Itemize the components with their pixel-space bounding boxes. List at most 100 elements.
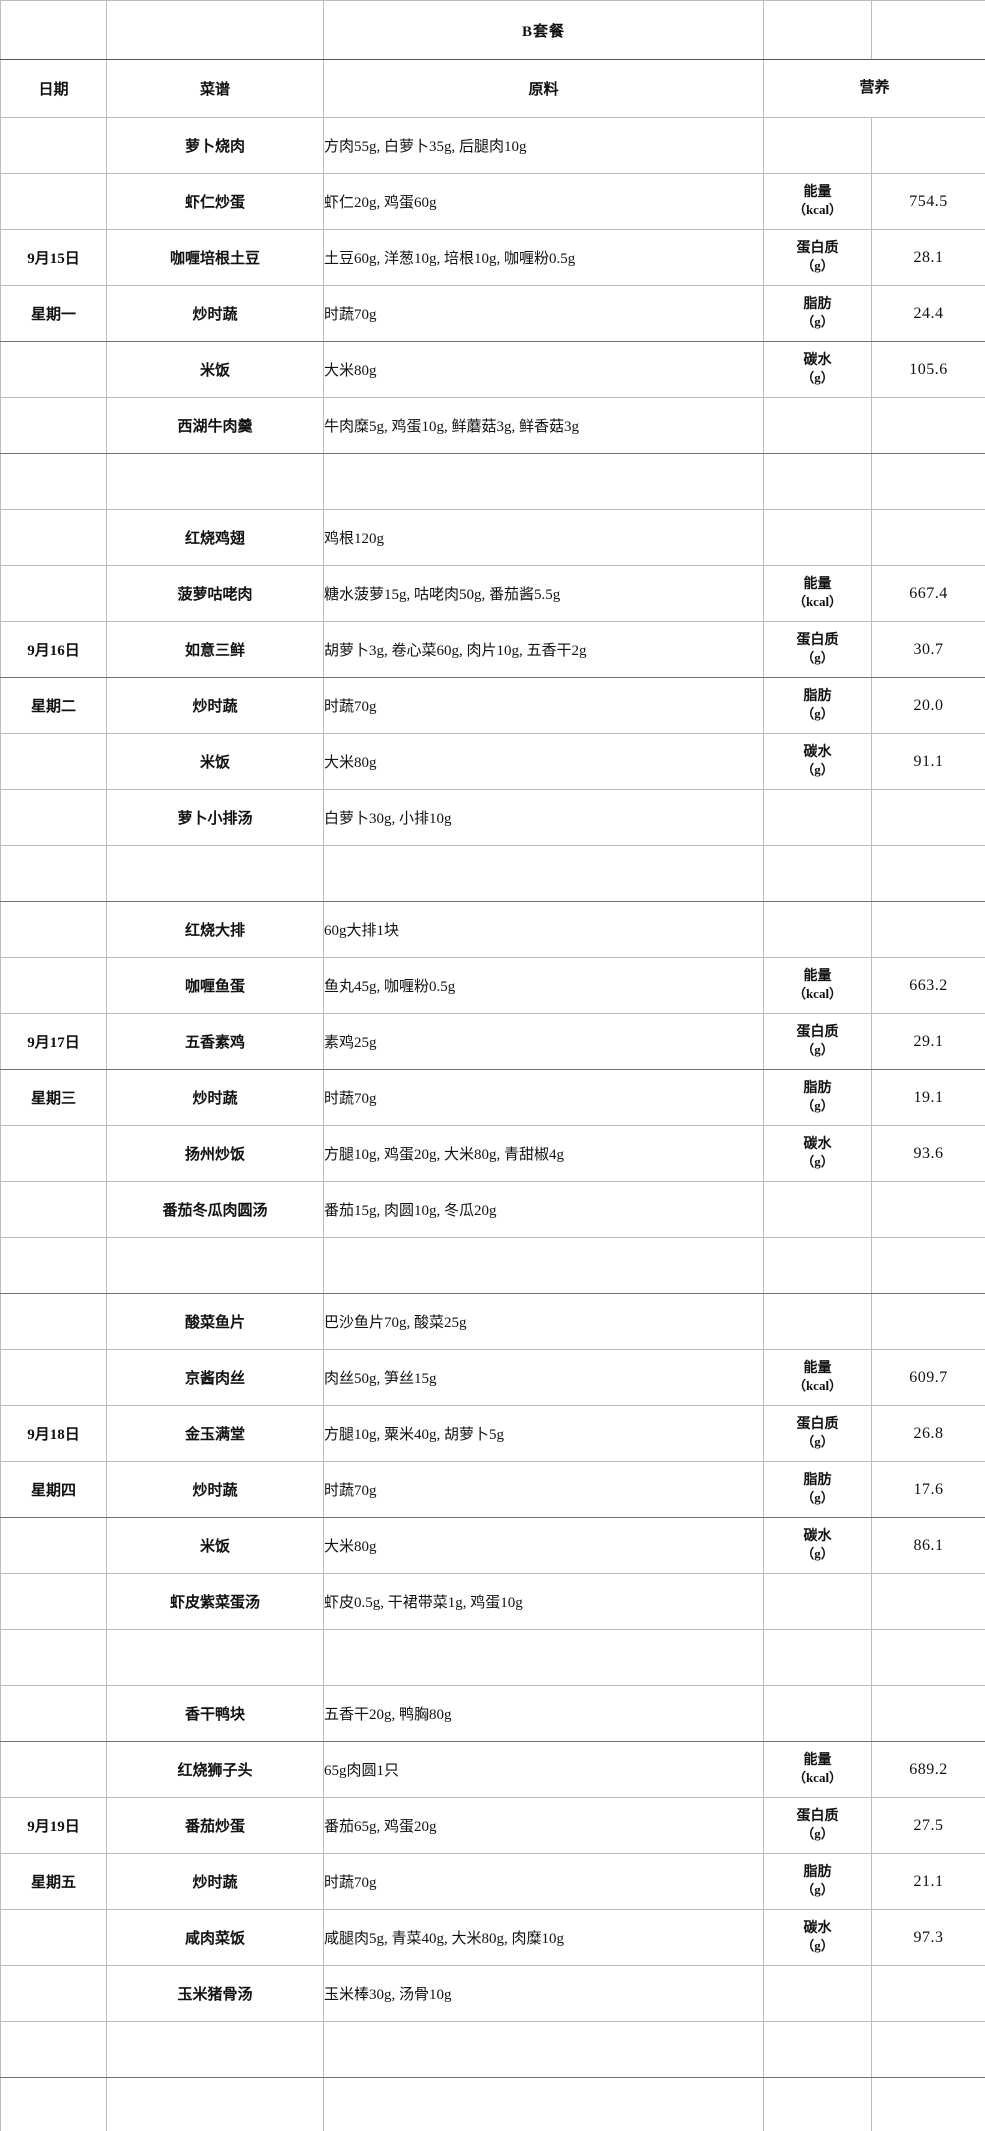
- nutrient-name: 蛋白质: [796, 1808, 839, 1824]
- nutrient-label-cell: 蛋白质 （g）: [763, 621, 872, 678]
- title-row: B套餐: [0, 0, 985, 60]
- date-cell-empty: [0, 957, 107, 1014]
- nutrition-value-cell-empty: [871, 1965, 985, 2022]
- ingredients-cell: 60g大排1块: [323, 901, 764, 958]
- nutrient-unit: （kcal）: [792, 202, 843, 218]
- title-empty-date-cell: [0, 0, 107, 60]
- title-empty-menu-cell: [106, 0, 324, 60]
- date-cell-empty: [0, 1685, 107, 1742]
- ingredients-cell: 时蔬70g: [323, 1853, 764, 1910]
- nutrient-unit: （g）: [801, 1098, 834, 1114]
- nutrient-value-cell: 689.2: [871, 1741, 985, 1798]
- nutrient-name: 能量: [803, 576, 832, 592]
- nutrition-value-cell-empty: [871, 117, 985, 174]
- nutrient-value-cell: 93.6: [871, 1125, 985, 1182]
- nutrient-unit: （g）: [801, 650, 834, 666]
- nutrition-value-cell-empty: [871, 789, 985, 846]
- dish-row: 虾皮紫菜蛋汤 虾皮0.5g, 干裙带菜1g, 鸡蛋10g: [0, 1573, 985, 1630]
- nutrient-name: 能量: [803, 968, 832, 984]
- menu-cell-empty: [106, 845, 324, 902]
- dish-name-cell: 番茄冬瓜肉圆汤: [106, 1181, 324, 1238]
- dish-row: 咸肉菜饭 咸腿肉5g, 青菜40g, 大米80g, 肉糜10g 碳水 （g） 97.3: [0, 1909, 985, 1966]
- nutrient-unit: （g）: [801, 1938, 834, 1954]
- nutrition-label-cell-empty: [763, 2021, 872, 2078]
- nutrient-unit: （kcal）: [792, 1378, 843, 1394]
- dish-row: 米饭 大米80g 碳水 （g） 105.6: [0, 341, 985, 398]
- nutrient-name: 蛋白质: [796, 1416, 839, 1432]
- date-cell-empty: [0, 733, 107, 790]
- nutrient-value-cell: 20.0: [871, 677, 985, 734]
- nutrient-value-cell: 21.1: [871, 1853, 985, 1910]
- dish-name-cell: 金玉满堂: [106, 1405, 324, 1462]
- dish-row: 9月18日 金玉满堂 方腿10g, 粟米40g, 胡萝卜5g 蛋白质 （g） 26.8: [0, 1405, 985, 1462]
- nutrient-value-cell: 663.2: [871, 957, 985, 1014]
- nutrient-value-cell: 24.4: [871, 285, 985, 342]
- weekday-cell: 星期三: [0, 1069, 107, 1126]
- nutrient-name: 碳水: [803, 352, 832, 368]
- dish-row: 西湖牛肉羹 牛肉糜5g, 鸡蛋10g, 鲜蘑菇3g, 鲜香菇3g: [0, 397, 985, 454]
- nutrient-unit: （g）: [801, 370, 834, 386]
- dish-name-cell: 西湖牛肉羹: [106, 397, 324, 454]
- date-cell-empty: [0, 2021, 107, 2078]
- date-cell-empty: [0, 845, 107, 902]
- date-cell-empty: [0, 1909, 107, 1966]
- nutrition-value-cell-empty: [871, 1237, 985, 1294]
- title-empty-nutrition-value-cell: [871, 0, 985, 60]
- nutrient-value-cell: 26.8: [871, 1405, 985, 1462]
- dish-row: 菠萝咕咾肉 糖水菠萝15g, 咕咾肉50g, 番茄酱5.5g 能量 （kcal） 667…: [0, 565, 985, 622]
- nutrition-label-cell-empty: [763, 1573, 872, 1630]
- ingredients-cell: 咸腿肉5g, 青菜40g, 大米80g, 肉糜10g: [323, 1909, 764, 1966]
- dish-name-cell: 米饭: [106, 733, 324, 790]
- nutrient-label-cell: 碳水 （g）: [763, 1517, 872, 1574]
- dish-row: 酸菜鱼片 巴沙鱼片70g, 酸菜25g: [0, 1293, 985, 1350]
- nutrient-label-cell: 碳水 （g）: [763, 733, 872, 790]
- nutrition-label-cell-empty: [763, 1965, 872, 2022]
- nutrition-label-cell-empty: [763, 1293, 872, 1350]
- dish-row: 红烧狮子头 65g肉圆1只 能量 （kcal） 689.2: [0, 1741, 985, 1798]
- separator-row: [0, 2021, 985, 2078]
- nutrient-label-cell: 碳水 （g）: [763, 1125, 872, 1182]
- nutrient-unit: （g）: [801, 314, 834, 330]
- nutrient-name: 碳水: [803, 1528, 832, 1544]
- nutrition-label-cell-empty: [763, 789, 872, 846]
- nutrition-label-cell-empty: [763, 1237, 872, 1294]
- separator-row: [0, 1629, 985, 1686]
- menu-cell-empty: [106, 1237, 324, 1294]
- nutrient-value-cell: 86.1: [871, 1517, 985, 1574]
- dish-name-cell: 虾皮紫菜蛋汤: [106, 1573, 324, 1630]
- ingredients-cell: 玉米棒30g, 汤骨10g: [323, 1965, 764, 2022]
- dish-name-cell: 红烧大排: [106, 901, 324, 958]
- nutrient-unit: （kcal）: [792, 1770, 843, 1786]
- dish-name-cell: 京酱肉丝: [106, 1349, 324, 1406]
- nutrient-value-cell: 754.5: [871, 173, 985, 230]
- dish-row: 星期三 炒时蔬 时蔬70g 脂肪 （g） 19.1: [0, 1069, 985, 1126]
- ingredients-cell: 胡萝卜3g, 卷心菜60g, 肉片10g, 五香干2g: [323, 621, 764, 678]
- dish-name-cell: 炒时蔬: [106, 285, 324, 342]
- nutrient-label-cell: 能量 （kcal）: [763, 1349, 872, 1406]
- nutrient-name: 脂肪: [803, 1080, 832, 1096]
- nutrient-label-cell: 碳水 （g）: [763, 1909, 872, 1966]
- nutrition-label-cell-empty: [763, 117, 872, 174]
- ingredients-cell: 大米80g: [323, 1517, 764, 1574]
- nutrient-name: 蛋白质: [796, 1024, 839, 1040]
- nutrient-value-cell: 609.7: [871, 1349, 985, 1406]
- ingredients-cell: 糖水菠萝15g, 咕咾肉50g, 番茄酱5.5g: [323, 565, 764, 622]
- nutrient-name: 能量: [803, 184, 832, 200]
- ingredients-cell: 番茄15g, 肉圆10g, 冬瓜20g: [323, 1181, 764, 1238]
- dish-name-cell: 玉米猪骨汤: [106, 1965, 324, 2022]
- nutrient-unit: （g）: [801, 1042, 834, 1058]
- nutrient-unit: （g）: [801, 1490, 834, 1506]
- ingredients-cell: 鸡根120g: [323, 509, 764, 566]
- date-cell-empty: [0, 1629, 107, 1686]
- nutrient-value-cell: 29.1: [871, 1013, 985, 1070]
- dish-row: 玉米猪骨汤 玉米棒30g, 汤骨10g: [0, 1965, 985, 2022]
- ingredients-cell: 方腿10g, 粟米40g, 胡萝卜5g: [323, 1405, 764, 1462]
- nutrition-label-cell-empty: [763, 845, 872, 902]
- ingredients-cell: 大米80g: [323, 341, 764, 398]
- nutrition-value-cell-empty: [871, 1629, 985, 1686]
- ingredients-cell: 时蔬70g: [323, 1069, 764, 1126]
- date-cell-empty: [0, 397, 107, 454]
- nutrient-label-cell: 碳水 （g）: [763, 341, 872, 398]
- ingredients-cell: 肉丝50g, 笋丝15g: [323, 1349, 764, 1406]
- ingredients-cell-empty: [323, 1237, 764, 1294]
